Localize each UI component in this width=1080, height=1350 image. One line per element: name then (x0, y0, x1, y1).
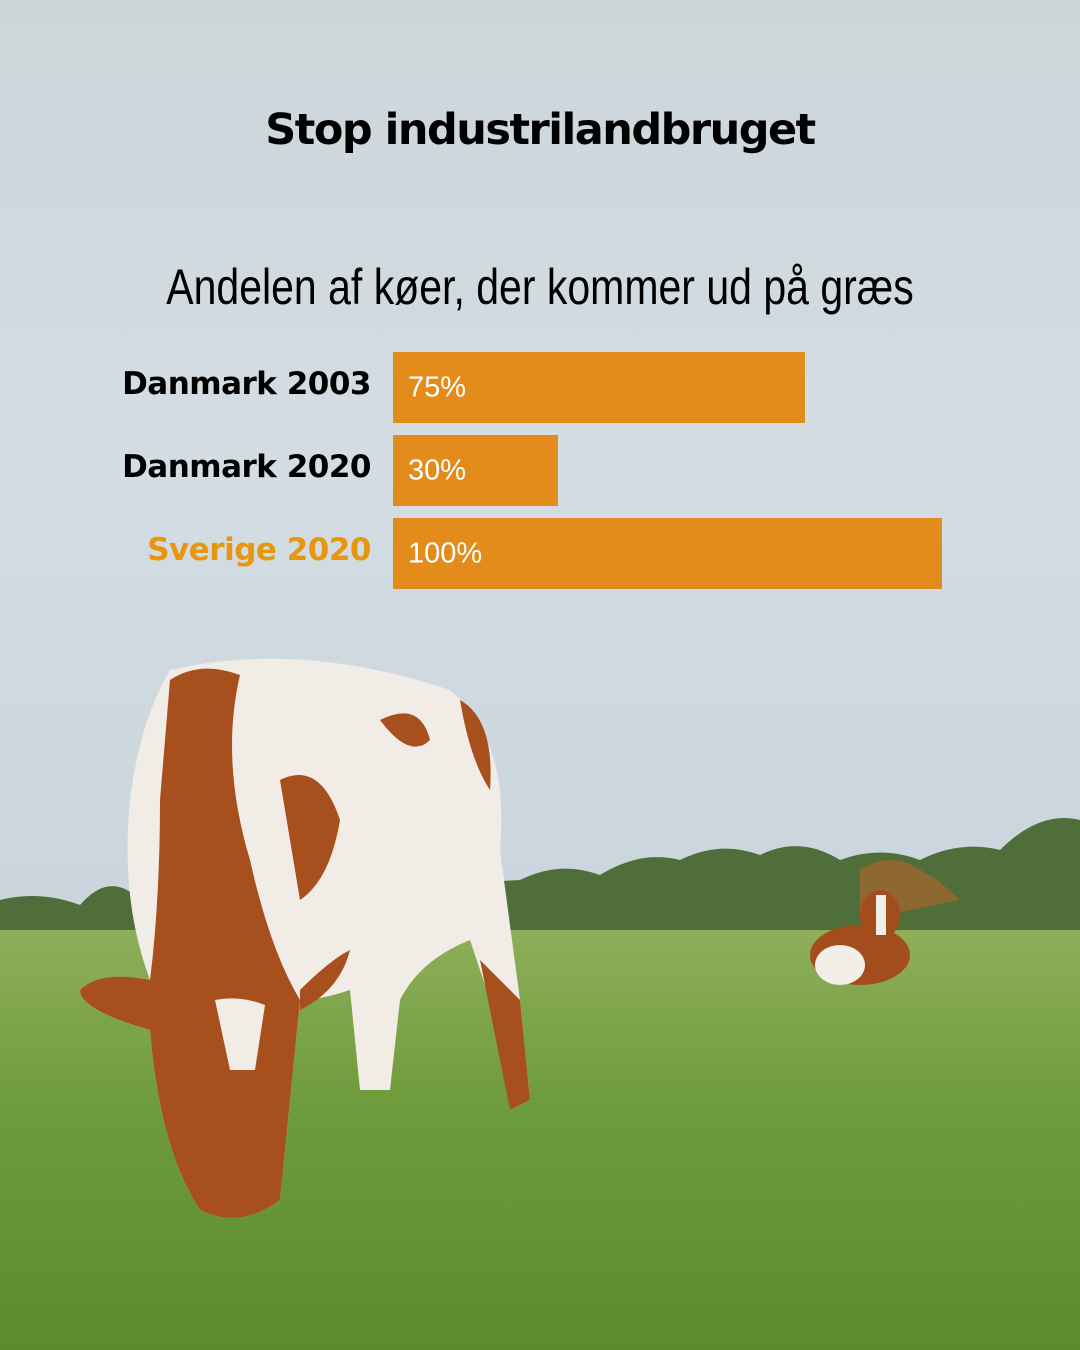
page-title: Stop industrilandbruget (265, 105, 816, 155)
bar: 30% (393, 435, 558, 506)
category-label: Danmark 2003 (122, 366, 371, 402)
grazing-cow (80, 658, 530, 1218)
bar: 100% (393, 518, 942, 589)
data-label: 100% (408, 537, 483, 569)
data-label: 30% (408, 454, 467, 486)
bar-chart: Danmark 2003 75% Danmark 2020 30% Sverige 20… (0, 0, 1080, 650)
category-label: Sverige 2020 (147, 532, 371, 568)
data-label: 75% (408, 371, 467, 403)
lying-cow (810, 890, 910, 985)
chart-title: Andelen af køer, der kommer ud på græs (166, 259, 914, 315)
bar: 75% (393, 352, 805, 423)
category-label: Danmark 2020 (122, 449, 371, 485)
